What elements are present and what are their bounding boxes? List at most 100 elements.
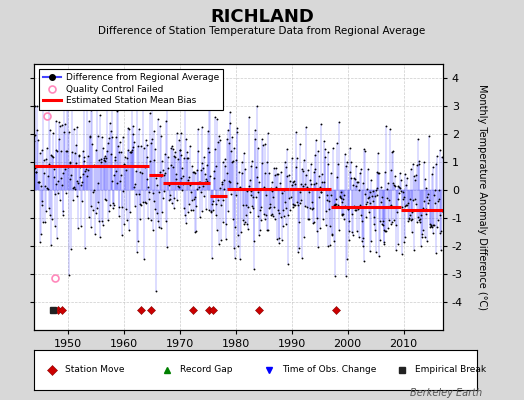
Point xyxy=(407,217,415,223)
Point xyxy=(410,173,418,179)
Point xyxy=(134,191,143,197)
Point xyxy=(298,166,306,172)
Point xyxy=(121,162,129,168)
Point xyxy=(318,178,326,185)
Point xyxy=(229,158,237,164)
Point xyxy=(74,225,83,231)
Point xyxy=(221,156,230,162)
Point xyxy=(85,134,94,140)
Point xyxy=(156,169,164,175)
Point xyxy=(154,218,162,224)
Point xyxy=(268,179,276,185)
Point xyxy=(79,103,88,109)
Point xyxy=(30,138,38,144)
Point xyxy=(364,194,373,201)
Point xyxy=(315,194,323,200)
Point xyxy=(327,191,335,198)
Point xyxy=(208,255,216,261)
Point xyxy=(289,203,298,210)
Point xyxy=(307,181,315,188)
Point xyxy=(382,123,390,129)
Point xyxy=(206,103,215,109)
Point xyxy=(160,188,168,194)
Point xyxy=(36,149,44,156)
Point xyxy=(319,186,327,192)
Point xyxy=(65,129,73,135)
Point xyxy=(435,187,443,193)
Point xyxy=(340,216,348,222)
Point xyxy=(418,234,427,240)
Point xyxy=(293,202,302,208)
Point xyxy=(94,180,102,186)
Point xyxy=(245,209,254,215)
Point xyxy=(170,204,178,211)
Point xyxy=(100,156,108,163)
Point xyxy=(405,215,413,222)
Point xyxy=(172,171,181,178)
Point xyxy=(394,196,402,202)
Point xyxy=(406,212,414,218)
Point xyxy=(222,221,230,227)
Point xyxy=(135,168,144,175)
Point xyxy=(107,151,115,157)
Point xyxy=(269,213,278,220)
Point xyxy=(82,162,91,169)
Point xyxy=(130,139,138,145)
Point xyxy=(45,103,53,109)
Point xyxy=(214,197,223,203)
Point xyxy=(40,157,49,164)
Point xyxy=(292,128,300,135)
Point xyxy=(182,148,191,155)
Point xyxy=(282,221,291,228)
Point xyxy=(361,191,369,198)
Point xyxy=(302,185,311,192)
Point xyxy=(92,146,100,153)
Point xyxy=(152,209,161,216)
Point xyxy=(93,103,101,109)
Point xyxy=(322,196,331,203)
Point xyxy=(273,171,281,178)
Point xyxy=(110,202,118,208)
Point xyxy=(115,149,124,155)
Point xyxy=(232,129,241,136)
Point xyxy=(296,141,304,147)
Point xyxy=(438,207,446,214)
Point xyxy=(141,136,150,143)
Point xyxy=(248,157,256,164)
Point xyxy=(343,205,352,212)
Point xyxy=(131,180,139,187)
Point xyxy=(217,202,225,208)
Point xyxy=(308,199,316,206)
Point xyxy=(256,207,264,214)
Point xyxy=(31,132,39,138)
Point xyxy=(180,205,189,212)
Point xyxy=(244,226,253,232)
Point xyxy=(293,154,301,161)
Point xyxy=(64,272,73,278)
Point xyxy=(340,192,348,198)
Point xyxy=(339,196,347,202)
Point xyxy=(86,203,95,210)
Point xyxy=(78,198,86,204)
Point xyxy=(339,211,347,217)
Point xyxy=(94,132,103,139)
Point xyxy=(256,227,265,233)
Point xyxy=(42,145,51,151)
Point xyxy=(233,125,242,131)
Point xyxy=(81,244,90,251)
Point xyxy=(230,144,238,151)
Point xyxy=(326,169,335,176)
Point xyxy=(418,231,426,237)
Point xyxy=(333,174,341,180)
Point xyxy=(363,199,372,205)
Point xyxy=(347,175,355,181)
Point xyxy=(275,235,283,242)
Point xyxy=(285,194,293,201)
Point xyxy=(428,164,436,170)
Point xyxy=(236,184,244,190)
Point xyxy=(53,148,62,154)
Point xyxy=(48,153,57,159)
Point xyxy=(70,126,79,132)
Point xyxy=(39,103,48,109)
Point xyxy=(160,172,168,178)
